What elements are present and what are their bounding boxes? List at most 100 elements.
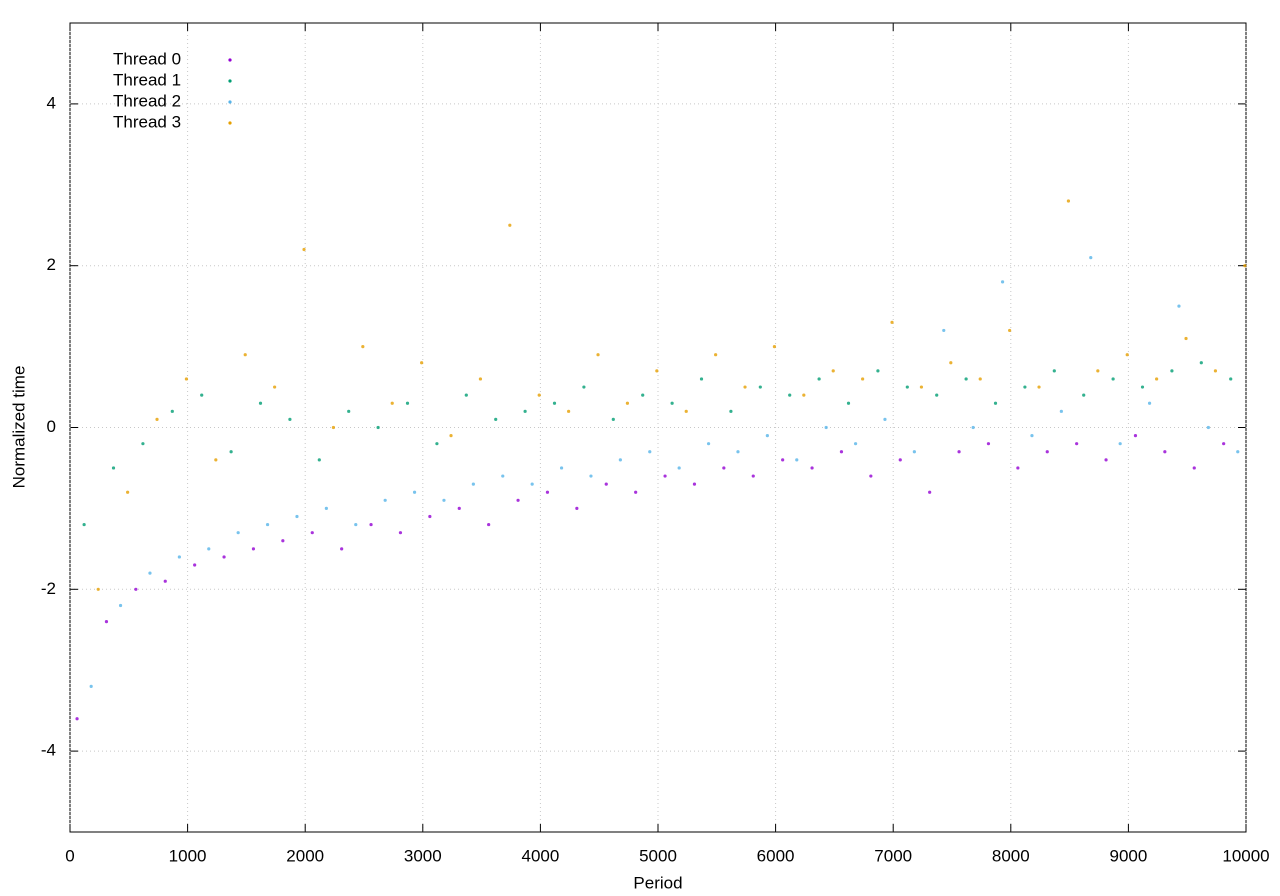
data-point bbox=[464, 393, 468, 397]
data-point bbox=[449, 433, 453, 438]
data-point bbox=[714, 353, 718, 357]
data-point bbox=[993, 401, 998, 405]
data-point bbox=[229, 450, 233, 454]
data-point bbox=[523, 409, 527, 413]
data-point bbox=[935, 393, 939, 397]
legend-marker bbox=[228, 79, 232, 83]
data-point bbox=[390, 401, 394, 405]
data-point bbox=[1229, 377, 1233, 381]
data-point bbox=[957, 450, 961, 454]
data-point bbox=[912, 450, 916, 454]
data-point bbox=[1184, 336, 1188, 341]
data-point bbox=[163, 579, 167, 583]
data-point bbox=[1030, 433, 1034, 438]
data-point bbox=[692, 482, 697, 486]
y-tick-label: 0 bbox=[47, 417, 56, 436]
y-tick-label: -2 bbox=[41, 579, 56, 598]
data-point bbox=[75, 717, 79, 721]
data-point bbox=[361, 345, 365, 349]
data-point bbox=[831, 369, 835, 373]
data-point bbox=[487, 522, 491, 527]
data-point bbox=[861, 377, 865, 381]
data-point bbox=[641, 393, 645, 397]
data-point bbox=[383, 498, 387, 502]
data-point bbox=[288, 417, 292, 422]
data-point bbox=[398, 531, 403, 535]
data-point bbox=[1170, 369, 1174, 373]
x-tick-label: 8000 bbox=[992, 846, 1030, 865]
data-point bbox=[949, 361, 953, 365]
data-point bbox=[516, 498, 520, 502]
data-point bbox=[634, 490, 638, 494]
data-point bbox=[1045, 450, 1049, 454]
data-point bbox=[302, 247, 306, 252]
x-tick-label: 1000 bbox=[169, 846, 207, 865]
data-point bbox=[839, 450, 844, 454]
data-point bbox=[1000, 280, 1005, 284]
data-point bbox=[89, 684, 93, 688]
data-point bbox=[846, 401, 851, 405]
x-tick-label: 5000 bbox=[639, 846, 677, 865]
data-point bbox=[1052, 369, 1056, 373]
data-point bbox=[1089, 256, 1093, 260]
data-point bbox=[141, 442, 145, 446]
data-point bbox=[928, 490, 932, 494]
data-point bbox=[625, 401, 630, 405]
data-point bbox=[545, 490, 550, 494]
data-point bbox=[435, 442, 439, 446]
data-point bbox=[582, 385, 586, 389]
data-point bbox=[802, 393, 806, 397]
data-point bbox=[148, 571, 152, 575]
data-point bbox=[795, 458, 799, 462]
data-point bbox=[442, 498, 446, 502]
x-tick-label: 6000 bbox=[757, 846, 795, 865]
x-tick-label: 3000 bbox=[404, 846, 442, 865]
legend-label: Thread 3 bbox=[113, 112, 181, 131]
legend-label: Thread 2 bbox=[113, 91, 181, 110]
data-point bbox=[898, 458, 902, 462]
data-point bbox=[369, 522, 373, 527]
data-point bbox=[559, 466, 564, 470]
data-point bbox=[193, 563, 197, 567]
data-point bbox=[134, 587, 138, 591]
data-point bbox=[200, 393, 204, 397]
data-point bbox=[788, 393, 792, 397]
data-point bbox=[1023, 385, 1027, 389]
data-point bbox=[258, 401, 263, 405]
data-point bbox=[530, 482, 534, 486]
data-point bbox=[869, 474, 873, 478]
data-point bbox=[537, 393, 541, 397]
data-point bbox=[281, 539, 285, 543]
data-point bbox=[567, 409, 571, 413]
data-point bbox=[596, 353, 600, 357]
data-point bbox=[655, 369, 659, 373]
data-point bbox=[457, 506, 461, 510]
data-point bbox=[214, 458, 218, 462]
data-point bbox=[265, 522, 270, 527]
data-point bbox=[751, 474, 755, 478]
data-point bbox=[919, 385, 924, 389]
data-point bbox=[810, 466, 814, 470]
data-point bbox=[604, 482, 608, 486]
x-tick-label: 9000 bbox=[1109, 846, 1147, 865]
data-point bbox=[1147, 401, 1152, 405]
data-point bbox=[1133, 433, 1138, 438]
x-tick-label: 2000 bbox=[286, 846, 324, 865]
data-point bbox=[508, 223, 512, 227]
legend-marker bbox=[228, 100, 232, 104]
data-point bbox=[1243, 264, 1247, 268]
data-point bbox=[340, 547, 344, 551]
data-point bbox=[1125, 353, 1129, 357]
legend-label: Thread 0 bbox=[113, 49, 181, 68]
data-point bbox=[243, 353, 247, 357]
data-point bbox=[471, 482, 475, 486]
x-axis-label: Period bbox=[633, 873, 682, 892]
y-axis-label: Normalized time bbox=[9, 366, 28, 489]
data-point bbox=[942, 328, 946, 333]
data-point bbox=[824, 425, 828, 430]
data-point bbox=[1111, 377, 1115, 381]
data-point bbox=[736, 450, 740, 454]
data-point bbox=[420, 361, 424, 365]
data-point bbox=[1236, 450, 1240, 454]
y-tick-label: -4 bbox=[41, 741, 56, 760]
